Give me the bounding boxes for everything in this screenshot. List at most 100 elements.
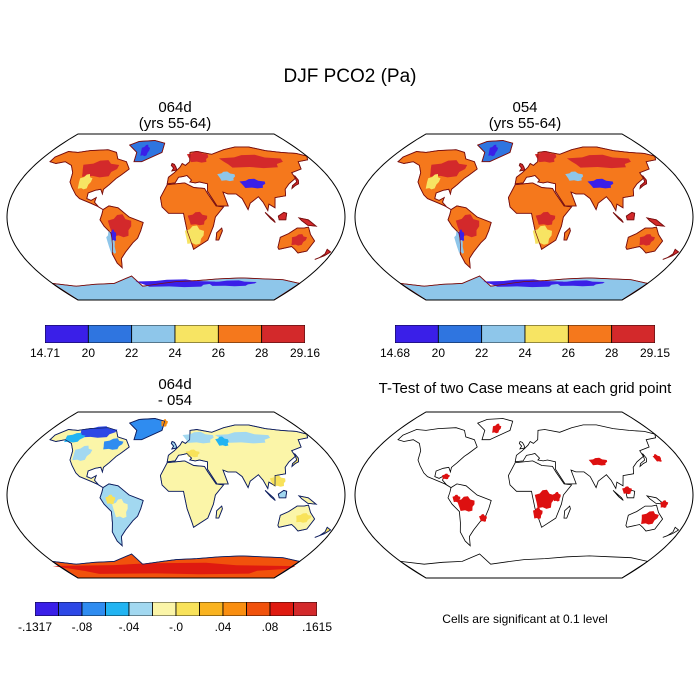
data-cell-region (479, 514, 487, 522)
coastline-japan (639, 175, 647, 190)
coastline-eurasia (166, 146, 309, 212)
colorbar-tick-label: 22 (474, 346, 489, 360)
panel1-title-line2: (yrs 55-64) (138, 115, 212, 132)
colorbar-swatch (293, 602, 317, 616)
coastline-new-guinea (297, 217, 318, 227)
colorbar-swatch (152, 602, 177, 616)
data-cell-region (105, 494, 116, 505)
continent-eurasia (514, 424, 657, 490)
coastline-africa (160, 460, 225, 528)
data-cell-region (457, 496, 475, 512)
panel3-title-line1: 064d (158, 376, 192, 393)
colorbar-swatch (524, 325, 569, 343)
data-cell-region (269, 475, 286, 487)
data-cell-region (184, 225, 204, 245)
data-cell-region (182, 431, 214, 444)
coastline-uk (170, 163, 178, 172)
data-cell-region (291, 234, 307, 246)
colorbar-swatch (217, 325, 263, 343)
panel2-title: 054 (yrs 55-64) (425, 100, 625, 132)
colorbar-tick-label: .08 (261, 620, 279, 634)
coastline-australia (277, 504, 316, 532)
data-cell-region (566, 154, 631, 169)
data-cell-region (112, 498, 128, 519)
data-cell-region (535, 211, 556, 226)
data-cell-region (533, 507, 543, 519)
colorbar-swatch (58, 602, 83, 616)
panel2-colorbar (395, 325, 655, 343)
colorbar-swatch (269, 602, 294, 616)
data-cell-region (488, 144, 499, 157)
coastline-indonesia-borneo (277, 490, 288, 499)
continent-madagascar (563, 505, 571, 519)
data-cell-region (532, 225, 552, 245)
coastline-sumatra (264, 490, 276, 501)
colorbar-swatch (246, 602, 271, 616)
data-cell-region (492, 423, 502, 434)
coastline-africa (160, 182, 225, 250)
data-cell-region (639, 234, 655, 246)
coastline-new-zealand (314, 248, 332, 260)
colorbar-tick-label: 29.16 (289, 346, 321, 360)
continent-greenland (476, 418, 514, 441)
coastline-sumatra (264, 212, 276, 223)
data-cell-region (554, 280, 605, 287)
panel4-map (354, 411, 694, 579)
data-cell-region (64, 432, 86, 443)
data-cell-region (77, 174, 93, 190)
colorbar-tick-label: 29.15 (639, 346, 671, 360)
coastline-japan (291, 175, 299, 190)
colorbar-tick-label: -.04 (118, 620, 140, 634)
data-cell-region (72, 445, 93, 461)
data-cell-region (454, 230, 464, 254)
colorbar-tick-label: .04 (214, 620, 232, 634)
colorbar-swatch (437, 325, 483, 343)
data-cell-region (660, 500, 669, 508)
map-border (354, 411, 694, 579)
data-cell-region (217, 171, 236, 182)
colorbar-swatch (481, 325, 526, 343)
data-cell-region (425, 174, 441, 190)
coastline-japan (291, 453, 299, 468)
colorbar-swatch (131, 325, 176, 343)
data-cell-region (652, 454, 662, 462)
coastline-indonesia-borneo (625, 212, 636, 221)
data-cell-region (106, 230, 116, 254)
data-cell-region (534, 489, 555, 509)
colorbar-swatch (222, 602, 247, 616)
continent-sumatra (612, 490, 624, 501)
coastline-new-zealand (662, 248, 680, 260)
data-cell-region (79, 426, 118, 438)
colorbar-swatch (395, 325, 439, 343)
colorbar-tick-label: 24 (518, 346, 532, 360)
coastline-south-america (99, 483, 144, 547)
colorbar-swatch (35, 602, 59, 616)
coastline-north-america (49, 149, 130, 210)
colorbar-tick-label: 20 (431, 346, 445, 360)
coastline-south-america (447, 205, 492, 269)
colorbar-tick-label: 26 (211, 346, 225, 360)
colorbar-swatch (105, 602, 130, 616)
panel2-map (354, 133, 694, 301)
colorbar-swatch (567, 325, 613, 343)
coastline-sumatra (612, 212, 624, 223)
coastline-africa (508, 182, 573, 250)
data-cell-region (483, 279, 564, 288)
colorbar-swatch (128, 602, 153, 616)
data-cell-region (135, 279, 216, 288)
colorbar-swatch (174, 325, 219, 343)
coastline-madagascar (215, 505, 223, 519)
coastline-greenland (129, 140, 166, 163)
colorbar-swatch (175, 602, 200, 616)
data-cell-region (622, 486, 632, 495)
data-cell-region (587, 178, 614, 189)
colorbar-tick-label: 28 (254, 346, 269, 360)
data-cell-region (296, 513, 312, 523)
panel3-title: 064d - 054 (75, 377, 275, 409)
data-cell-region (442, 473, 450, 480)
colorbar-swatch (81, 602, 106, 616)
colorbar-swatch (611, 325, 655, 343)
data-cell-region (641, 511, 659, 525)
colorbar-tick-label: -.0 (168, 620, 183, 634)
coastline-madagascar (563, 227, 571, 241)
